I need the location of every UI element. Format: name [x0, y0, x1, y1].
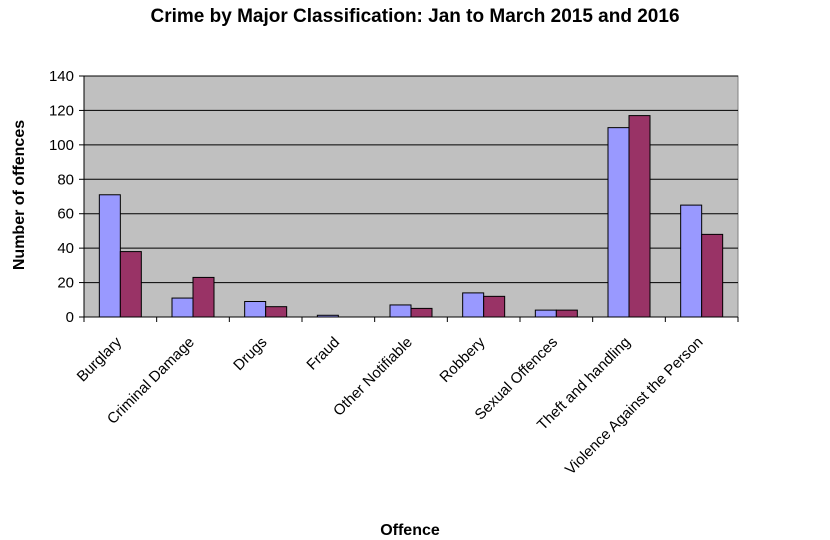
bar [244, 301, 267, 318]
bar [171, 297, 194, 318]
x-tick-label: Other Notifiable [330, 334, 416, 420]
bar [628, 115, 651, 318]
bar [265, 306, 288, 318]
x-tick-label: Burglary [74, 333, 126, 385]
x-tick-label: Drugs [230, 334, 270, 374]
y-tick-label: 20 [57, 275, 74, 292]
bar [119, 251, 142, 318]
bar [389, 304, 412, 318]
bar [701, 233, 724, 318]
bar [192, 276, 215, 318]
x-axis-title: Offence [380, 522, 440, 539]
y-tick-label: 120 [49, 102, 74, 119]
bar [555, 309, 578, 318]
y-tick-label: 40 [57, 240, 74, 257]
bar [483, 295, 506, 318]
bar [680, 204, 703, 318]
y-tick-label: 60 [57, 206, 74, 223]
x-tick-label: Robbery [436, 333, 488, 385]
x-tick-label: Violence Against the Person [562, 334, 707, 479]
bar [316, 314, 339, 318]
bar [410, 307, 433, 318]
y-tick-label: 80 [57, 171, 74, 188]
bar [534, 309, 557, 318]
chart-title: Crime by Major Classification: Jan to Ma… [150, 6, 680, 27]
bar [462, 292, 485, 318]
x-tick-label: Fraud [303, 334, 343, 374]
bar [607, 127, 630, 318]
bar [98, 194, 121, 318]
y-tick-label: 140 [49, 68, 74, 85]
y-tick-label: 0 [66, 309, 74, 326]
y-tick-label: 100 [49, 137, 74, 154]
